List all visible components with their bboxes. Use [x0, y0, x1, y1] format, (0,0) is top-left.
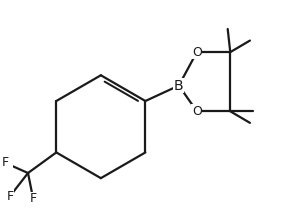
- Text: F: F: [7, 190, 14, 203]
- Text: O: O: [192, 105, 202, 118]
- Text: F: F: [30, 192, 37, 205]
- Text: O: O: [192, 46, 202, 59]
- Text: B: B: [174, 79, 184, 93]
- Text: F: F: [1, 156, 9, 169]
